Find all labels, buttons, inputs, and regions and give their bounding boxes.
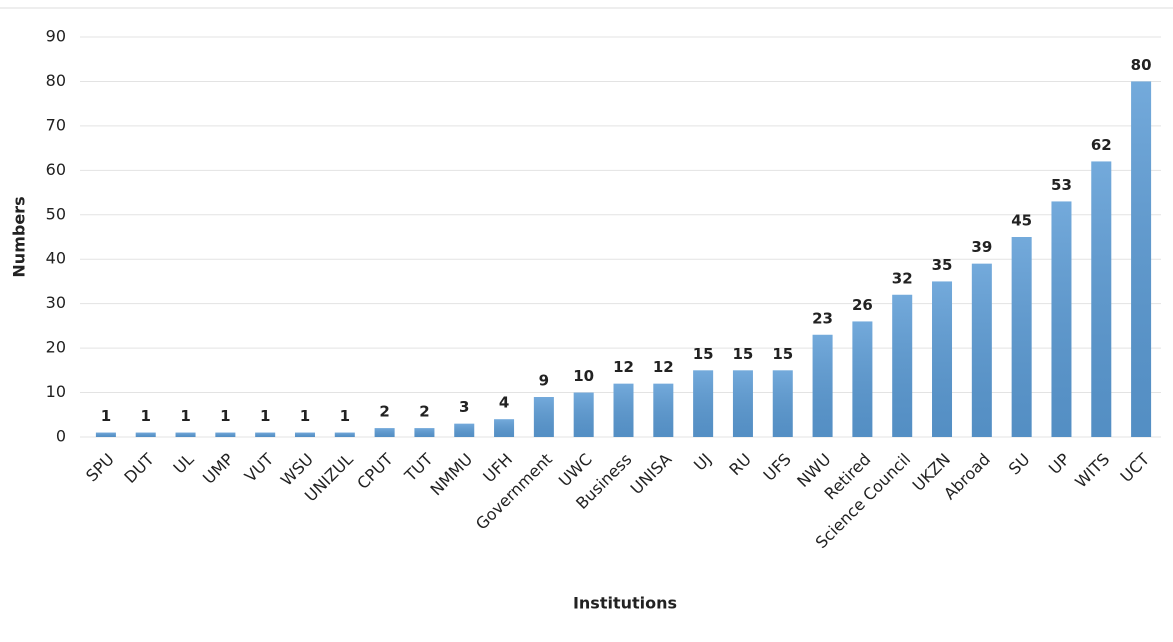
value-label: 39 bbox=[971, 238, 992, 256]
x-tick-label: UL bbox=[170, 450, 198, 478]
value-label: 32 bbox=[892, 269, 913, 287]
value-label: 15 bbox=[733, 345, 754, 363]
bar-shade bbox=[454, 423, 475, 437]
bar-shade bbox=[533, 397, 554, 437]
bar-shade bbox=[135, 432, 156, 437]
y-tick-label: 30 bbox=[46, 293, 66, 312]
x-tick-label: UNISA bbox=[627, 450, 676, 499]
bar-shade bbox=[414, 428, 435, 437]
y-axis-title: Numbers bbox=[10, 196, 29, 277]
y-tick-label: 0 bbox=[56, 427, 66, 446]
x-tick-label: UMP bbox=[199, 449, 238, 488]
value-label: 10 bbox=[573, 367, 594, 385]
bar-shade bbox=[95, 432, 116, 437]
y-tick-label: 10 bbox=[46, 382, 66, 401]
value-label: 62 bbox=[1091, 136, 1112, 154]
x-axis-title: Institutions bbox=[573, 594, 677, 613]
value-label: 26 bbox=[852, 296, 873, 314]
bar-shade bbox=[732, 370, 753, 437]
value-label: 15 bbox=[693, 345, 714, 363]
x-tick-label: SPU bbox=[82, 450, 118, 486]
value-label: 12 bbox=[653, 358, 674, 376]
value-label: 12 bbox=[613, 358, 634, 376]
bar-shade bbox=[971, 263, 992, 437]
x-tick-label: DUT bbox=[120, 449, 157, 486]
value-label: 1 bbox=[220, 407, 230, 425]
x-tick-label: SU bbox=[1005, 450, 1034, 479]
bar-shade bbox=[1131, 81, 1152, 437]
value-label: 45 bbox=[1011, 212, 1032, 230]
bar-shade bbox=[175, 432, 196, 437]
value-label: 1 bbox=[141, 407, 151, 425]
bar-shade bbox=[1011, 237, 1032, 437]
x-tick-label: UFS bbox=[760, 450, 795, 485]
y-tick-label: 40 bbox=[46, 249, 66, 268]
y-tick-label: 90 bbox=[46, 27, 66, 46]
bar-shade bbox=[772, 370, 793, 437]
x-tick-label: VUT bbox=[241, 449, 278, 486]
bar-shade bbox=[494, 419, 515, 437]
bar-shade bbox=[573, 392, 594, 437]
value-label: 35 bbox=[932, 256, 953, 274]
bar-shade bbox=[1091, 161, 1112, 437]
x-tick-label: UJ bbox=[690, 450, 715, 475]
bar-shade bbox=[932, 281, 953, 437]
bar-shade bbox=[653, 383, 674, 437]
y-tick-label: 80 bbox=[46, 71, 66, 90]
value-label: 53 bbox=[1051, 176, 1072, 194]
value-label: 1 bbox=[340, 407, 350, 425]
bar-shade bbox=[374, 428, 395, 437]
value-label: 80 bbox=[1131, 56, 1152, 74]
value-label: 9 bbox=[539, 372, 549, 390]
value-label: 1 bbox=[260, 407, 270, 425]
value-label: 2 bbox=[379, 403, 389, 421]
value-label: 2 bbox=[419, 403, 429, 421]
bar-shade bbox=[1051, 201, 1072, 437]
bar-shade bbox=[693, 370, 714, 437]
bar-shade bbox=[294, 432, 315, 437]
y-tick-label: 20 bbox=[46, 338, 66, 357]
y-tick-label: 50 bbox=[46, 204, 66, 223]
value-label: 4 bbox=[499, 394, 509, 412]
y-tick-label: 60 bbox=[46, 160, 66, 179]
bar-shade bbox=[812, 334, 833, 437]
value-label: 1 bbox=[300, 407, 310, 425]
bar-shade bbox=[613, 383, 634, 437]
bar-shade bbox=[852, 321, 873, 437]
value-label: 1 bbox=[101, 407, 111, 425]
bar-shade bbox=[334, 432, 355, 437]
x-tick-label: UP bbox=[1045, 449, 1074, 478]
x-tick-label: NMMU bbox=[427, 450, 477, 500]
value-label: 23 bbox=[812, 309, 833, 327]
x-tick-label: RU bbox=[725, 450, 755, 480]
x-tick-label: CPUT bbox=[353, 449, 397, 493]
y-tick-label: 70 bbox=[46, 115, 66, 134]
bar-shade bbox=[255, 432, 276, 437]
bar-shade bbox=[892, 294, 913, 437]
x-tick-label: UCT bbox=[1117, 449, 1154, 486]
bar-shade bbox=[215, 432, 236, 437]
x-tick-label: WITS bbox=[1071, 450, 1113, 492]
value-label: 1 bbox=[180, 407, 190, 425]
value-label: 15 bbox=[772, 345, 793, 363]
value-label: 3 bbox=[459, 398, 469, 416]
